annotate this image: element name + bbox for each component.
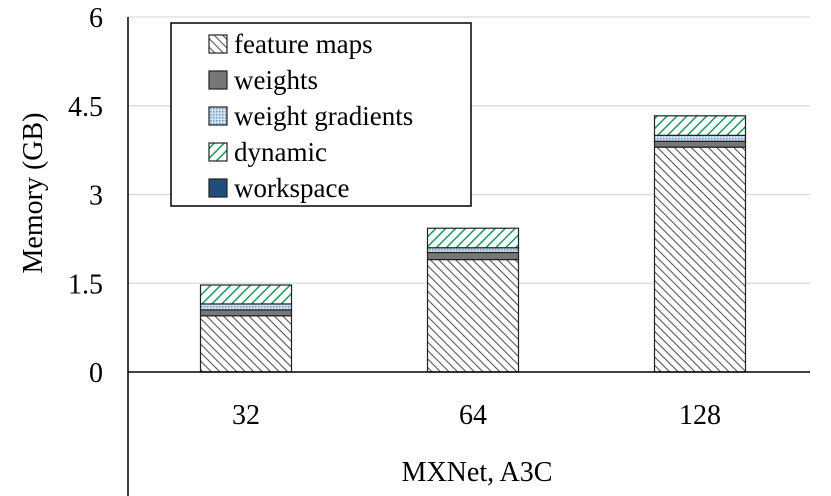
bar-segment [426,227,520,249]
x-group-label: MXNet, A3C [402,457,553,488]
legend-label: dynamic [234,137,327,167]
legend-label: weights [234,65,318,95]
x-axis: 32 64 128 [128,371,810,431]
y-axis: 0 1.5 3 4.5 6 [68,3,129,496]
y-tick-label: 1.5 [68,269,103,300]
x-tick-label: 128 [679,400,721,431]
legend: feature maps weights weight gradients dynam… [170,22,472,207]
bars [199,115,747,373]
legend-label: workspace [234,173,349,203]
bar-segment [199,303,293,311]
legend-label: feature maps [234,29,373,59]
x-tick-label: 32 [232,400,260,431]
legend-swatch [208,142,228,162]
bar-segment [426,247,520,254]
bar-segment [653,140,747,148]
x-tick-label: 64 [459,400,487,431]
bar-segment [199,309,293,317]
y-tick-label: 0 [89,358,103,389]
y-tick-label: 6 [89,3,103,34]
y-tick-label: 3 [89,181,103,212]
legend-swatch [208,34,228,54]
legend-swatch [208,106,228,126]
bar-segment [653,146,747,373]
bar-segment [199,284,293,305]
y-axis-title: Memory (GB) [18,113,49,274]
bar-segment [426,251,520,261]
bar-segment [653,115,747,136]
bar-segment [199,315,293,373]
legend-swatch [208,70,228,90]
legend-label: weight gradients [234,101,413,131]
legend-swatch [208,178,228,198]
bar-segment [426,258,520,373]
y-tick-label: 4.5 [68,92,103,123]
bar-segment [653,134,747,142]
